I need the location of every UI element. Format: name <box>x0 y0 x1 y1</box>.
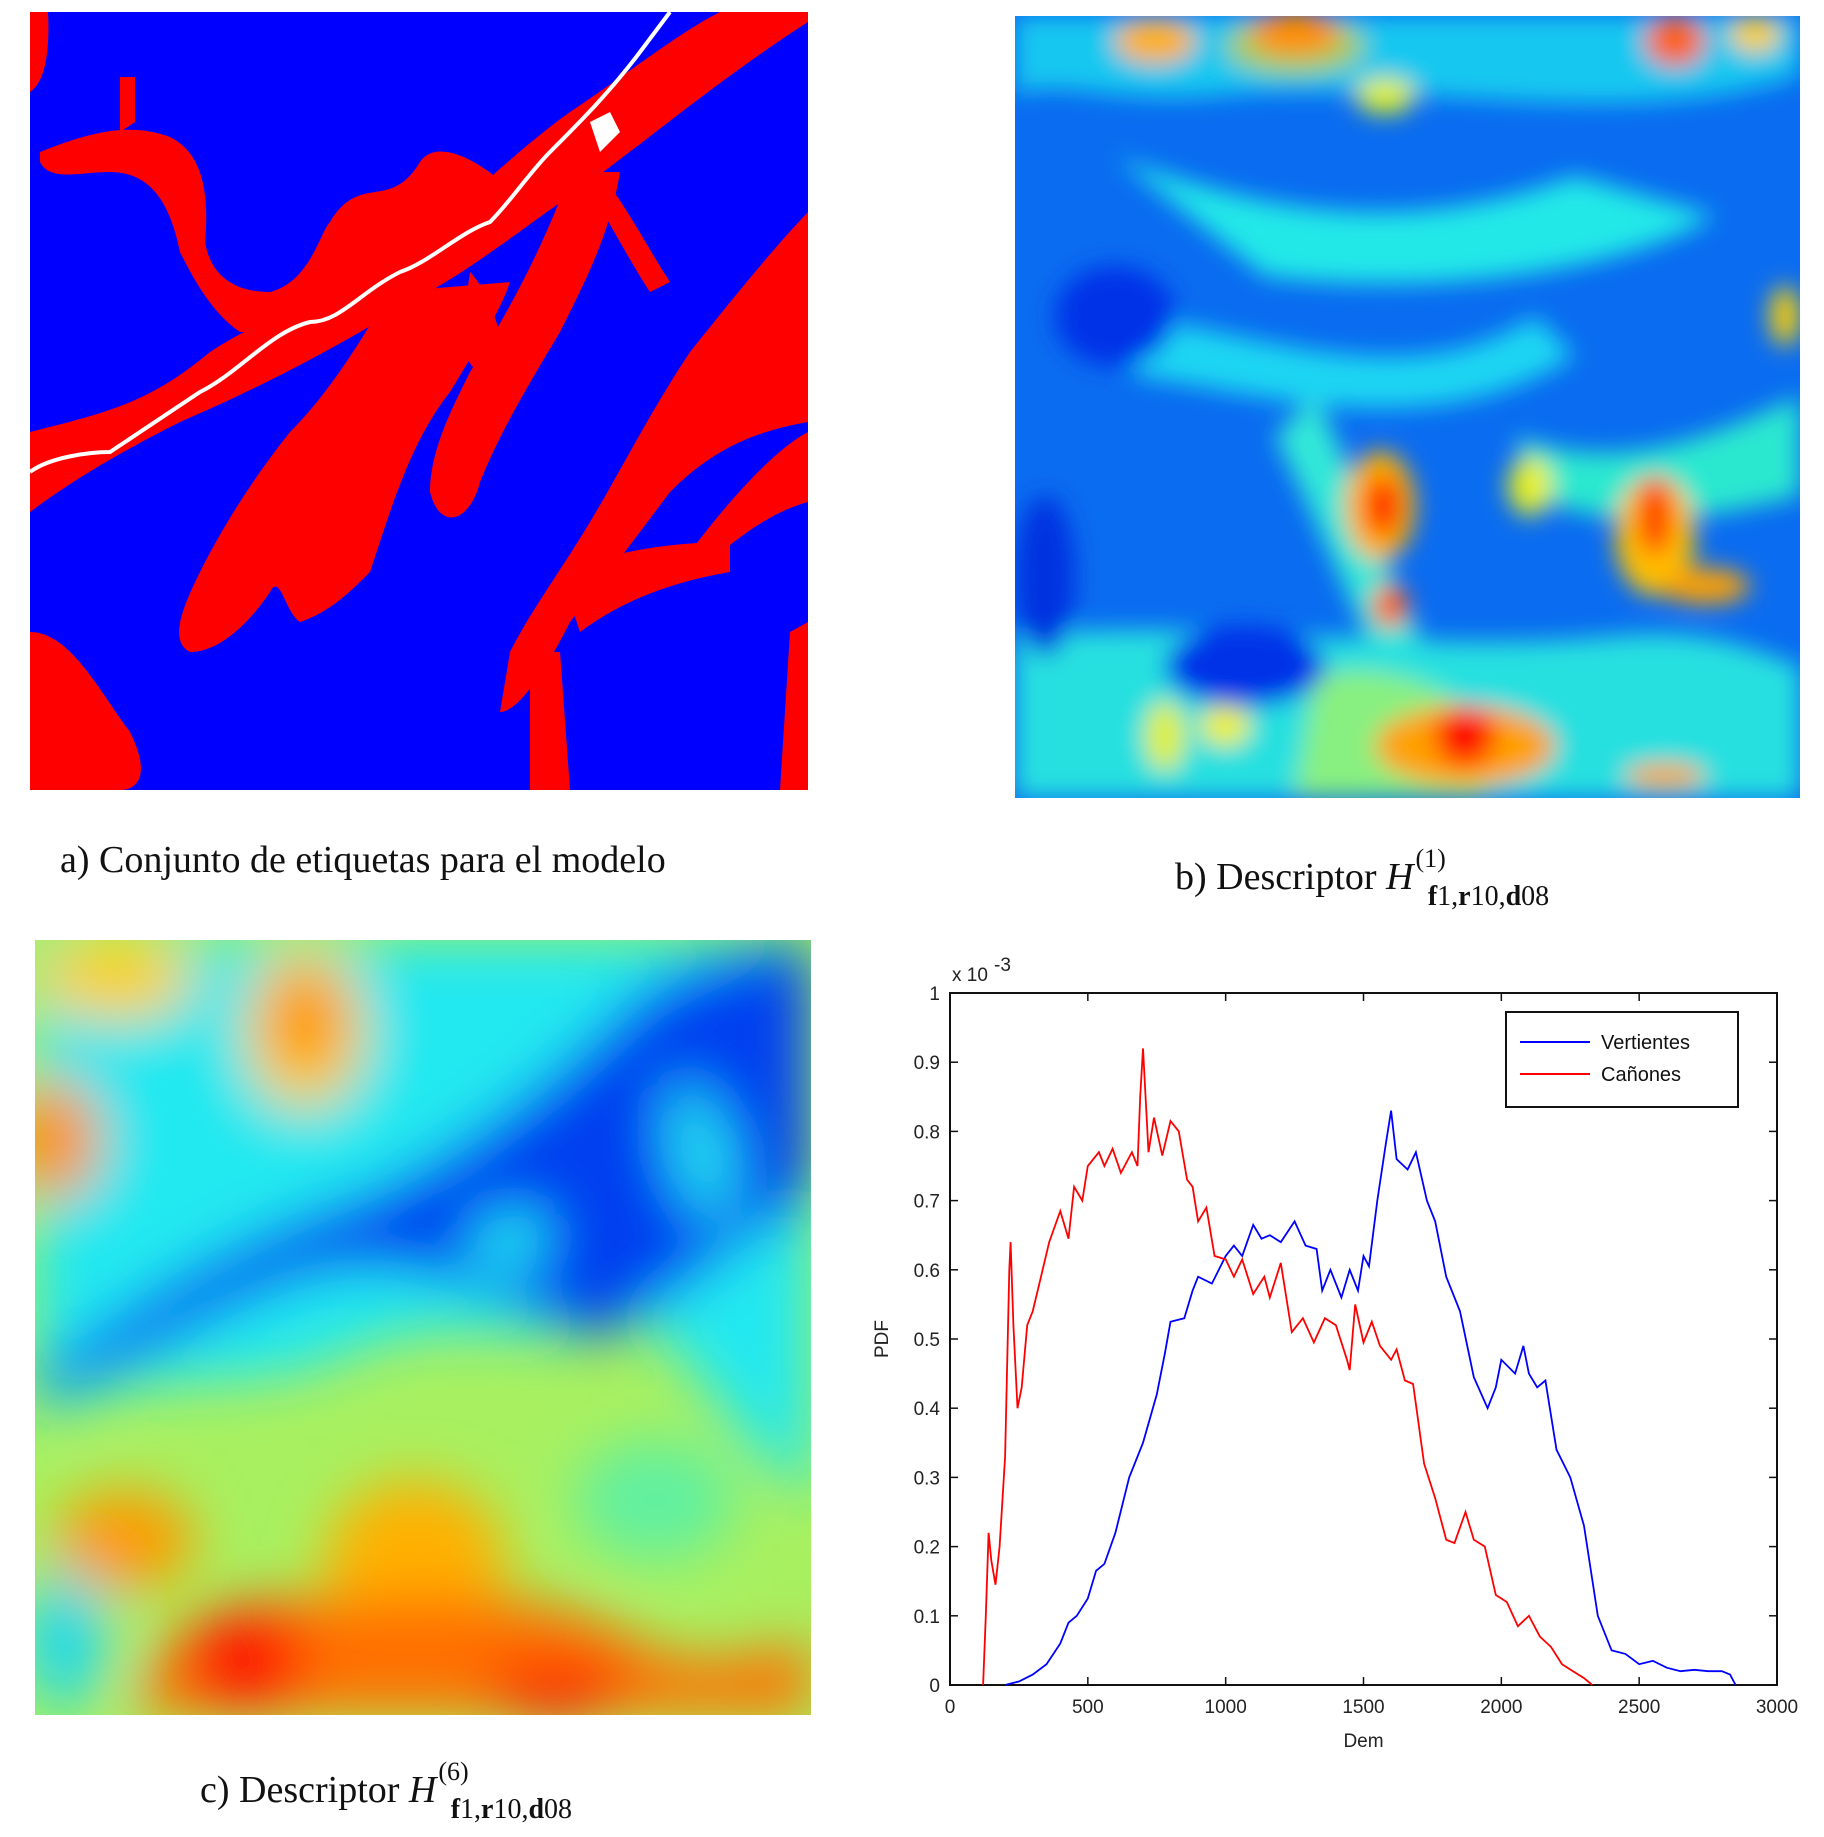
sub-r-idx: 10, <box>493 1794 529 1825</box>
legend-label: Vertientes <box>1601 1032 1690 1054</box>
caption-b-prefix: b) <box>1175 856 1207 898</box>
caption-c-subscript: f1,r10,d08 <box>451 1794 572 1825</box>
caption-a-text: Conjunto de etiquetas para el modelo <box>99 839 666 881</box>
sub-f: f <box>1427 881 1438 912</box>
y-tick-label: 0.1 <box>914 1607 940 1628</box>
chart-canvas: 0 500 1000 1500 2000 2500 3000 0 0.1 0.2 0.3 0.4 0.5… <box>872 955 1798 1752</box>
y-tick-label: 0.8 <box>914 1122 940 1143</box>
sub-f: f <box>450 1794 461 1825</box>
caption-b-symbol: H <box>1386 856 1414 898</box>
x-tick-label: 1000 <box>1205 1697 1247 1718</box>
x-tick-label: 1500 <box>1342 1697 1384 1718</box>
sub-f-idx: 1, <box>460 1794 482 1825</box>
y-tick-label: 0.5 <box>914 1330 940 1351</box>
caption-c-superscript: (6) <box>438 1757 469 1786</box>
sub-d-idx: 08 <box>1521 881 1550 912</box>
sub-d: d <box>528 1794 545 1825</box>
y-scale-exponent: -3 <box>994 955 1011 976</box>
x-tick-label: 2000 <box>1480 1697 1522 1718</box>
caption-c-prefix: c) <box>200 1769 230 1811</box>
x-tick-label: 500 <box>1072 1697 1104 1718</box>
caption-c: c) Descriptor H(6) f1,r10,d08 <box>200 1757 572 1825</box>
panel-a-label-map <box>30 12 808 790</box>
y-tick-label: 0 <box>929 1676 940 1697</box>
caption-a: a) Conjunto de etiquetas para el modelo <box>60 838 666 882</box>
caption-c-text: Descriptor <box>239 1769 400 1811</box>
heatmap-c-image <box>35 940 811 1715</box>
sub-f-idx: 1, <box>1437 881 1459 912</box>
y-tick-label: 0.9 <box>914 1053 940 1074</box>
x-tick-label: 2500 <box>1618 1697 1660 1718</box>
sub-d-idx: 08 <box>544 1794 573 1825</box>
x-tick-label: 3000 <box>1756 1697 1798 1718</box>
y-tick-label: 0.6 <box>914 1261 940 1282</box>
sub-r: r <box>1458 881 1471 912</box>
caption-a-prefix: a) <box>60 839 90 881</box>
series-line-caones <box>982 1048 1593 1686</box>
y-tick-label: 0.4 <box>914 1399 941 1420</box>
y-tick-label: 0.7 <box>914 1192 940 1213</box>
heatmap-b-image <box>1015 16 1800 798</box>
pdf-line-chart: 0 500 1000 1500 2000 2500 3000 0 0.1 0.2 0.3 0.4 0.5… <box>850 955 1824 1755</box>
legend-label: Cañones <box>1601 1064 1681 1086</box>
series-line-vertientes <box>1004 1110 1737 1686</box>
y-tick-label: 0.3 <box>914 1468 940 1489</box>
sub-d: d <box>1505 881 1522 912</box>
caption-b-superscript: (1) <box>1415 844 1446 873</box>
sub-r-idx: 10, <box>1470 881 1506 912</box>
caption-b-subscript: f1,r10,d08 <box>1428 881 1549 912</box>
x-axis-label: Dem <box>1343 1731 1383 1752</box>
panel-b-heatmap <box>1015 16 1800 798</box>
caption-b: b) Descriptor H(1) f1,r10,d08 <box>1175 844 1549 912</box>
caption-b-text: Descriptor <box>1216 856 1377 898</box>
plot-area: 0 500 1000 1500 2000 2500 3000 0 0.1 0.2 0.3 0.4 0.5… <box>872 955 1798 1752</box>
y-axis-label: PDF <box>872 1320 893 1358</box>
legend-box <box>1505 1011 1739 1108</box>
sub-r: r <box>481 1794 494 1825</box>
panel-c-heatmap <box>35 940 811 1715</box>
y-tick-label: 0.2 <box>914 1538 940 1559</box>
label-map-image <box>30 12 808 790</box>
x-tick-label: 0 <box>945 1697 956 1718</box>
y-tick-label: 1 <box>929 984 940 1005</box>
caption-c-symbol: H <box>408 1769 437 1811</box>
y-scale-note: x 10 <box>952 965 988 986</box>
